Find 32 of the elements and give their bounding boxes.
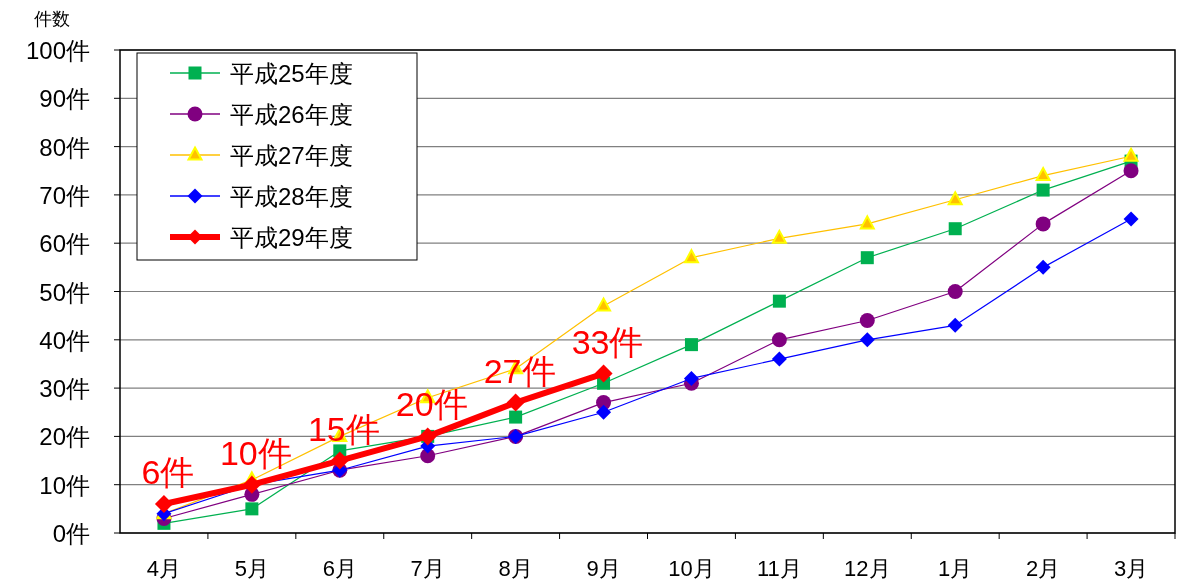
x-tick-label: 4月: [146, 556, 182, 581]
legend-label: 平成29年度: [230, 224, 353, 251]
y-tick-label: 10件: [39, 471, 90, 499]
data-label: 33件: [571, 322, 644, 361]
y-tick-label: 20件: [39, 423, 90, 451]
x-tick-label: 3月: [1113, 556, 1149, 581]
data-label: 10件: [219, 433, 292, 472]
y-tick-label: 90件: [39, 85, 90, 113]
data-label: 6件: [141, 453, 195, 492]
x-tick-label: 10月: [668, 556, 715, 581]
y-tick-label: 70件: [39, 181, 90, 209]
y-axis-title: 件数: [34, 9, 70, 29]
legend-label: 平成27年度: [230, 142, 353, 169]
y-tick-label: 80件: [39, 133, 90, 161]
y-tick-label: 0件: [52, 520, 90, 547]
x-tick-label: 11月: [756, 556, 802, 581]
y-tick-label: 100件: [25, 37, 90, 64]
x-tick-label: 8月: [498, 556, 533, 581]
legend-label: 平成28年度: [230, 183, 353, 210]
y-tick-label: 40件: [39, 326, 90, 354]
x-tick-label: 5月: [234, 556, 269, 581]
y-tick-label: 30件: [39, 375, 90, 403]
y-tick-label: 60件: [39, 230, 90, 258]
x-tick-label: 9月: [586, 556, 621, 581]
x-tick-label: 12月: [844, 556, 891, 581]
x-tick-label: 7月: [410, 556, 445, 581]
y-tick-label: 50件: [39, 278, 90, 306]
x-tick-label: 1月: [938, 556, 973, 581]
legend-label: 平成25年度: [230, 60, 353, 87]
legend-label: 平成26年度: [230, 101, 353, 128]
x-tick-label: 2月: [1026, 556, 1061, 581]
x-tick-label: 6月: [322, 556, 357, 581]
